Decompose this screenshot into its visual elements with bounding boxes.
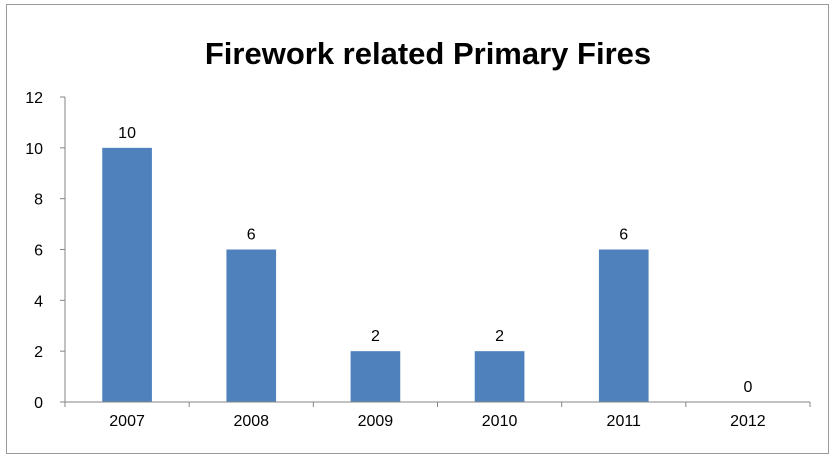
bars <box>102 147 649 402</box>
data-label-2008: 6 <box>247 227 256 244</box>
x-tick-label-2010: 2010 <box>482 413 518 430</box>
data-label-2007: 10 <box>118 125 136 142</box>
x-tick-label-2007: 2007 <box>109 413 145 430</box>
y-tick-label: 0 <box>34 395 43 412</box>
x-tick-label-2011: 2011 <box>607 413 642 430</box>
bar-2007 <box>102 147 152 402</box>
data-labels: 10 6 2 2 6 0 <box>118 125 752 396</box>
data-label-2010: 2 <box>495 328 504 345</box>
y-axis-ticks: 0 2 4 6 8 10 12 <box>25 90 65 412</box>
bar-2008 <box>226 249 277 402</box>
x-axis-ticks: 2007 2008 2009 2010 2011 2012 <box>64 402 811 430</box>
bar-2010 <box>474 351 525 402</box>
data-label-2012: 0 <box>743 379 752 396</box>
x-tick-label-2008: 2008 <box>233 413 269 430</box>
data-label-2011: 6 <box>619 227 628 244</box>
x-tick-label-2012: 2012 <box>730 413 766 430</box>
bar-2011 <box>598 249 649 402</box>
y-tick-label: 10 <box>25 141 43 158</box>
y-tick-label: 2 <box>34 344 43 361</box>
y-tick-label: 6 <box>34 243 43 260</box>
x-tick-label-2009: 2009 <box>358 413 394 430</box>
data-label-2009: 2 <box>371 328 380 345</box>
chart-title: Firework related Primary Fires <box>205 36 651 71</box>
y-tick-label: 8 <box>34 192 43 209</box>
y-tick-label: 4 <box>34 293 43 310</box>
bar-2009 <box>350 351 401 402</box>
y-tick-label: 12 <box>25 90 43 107</box>
